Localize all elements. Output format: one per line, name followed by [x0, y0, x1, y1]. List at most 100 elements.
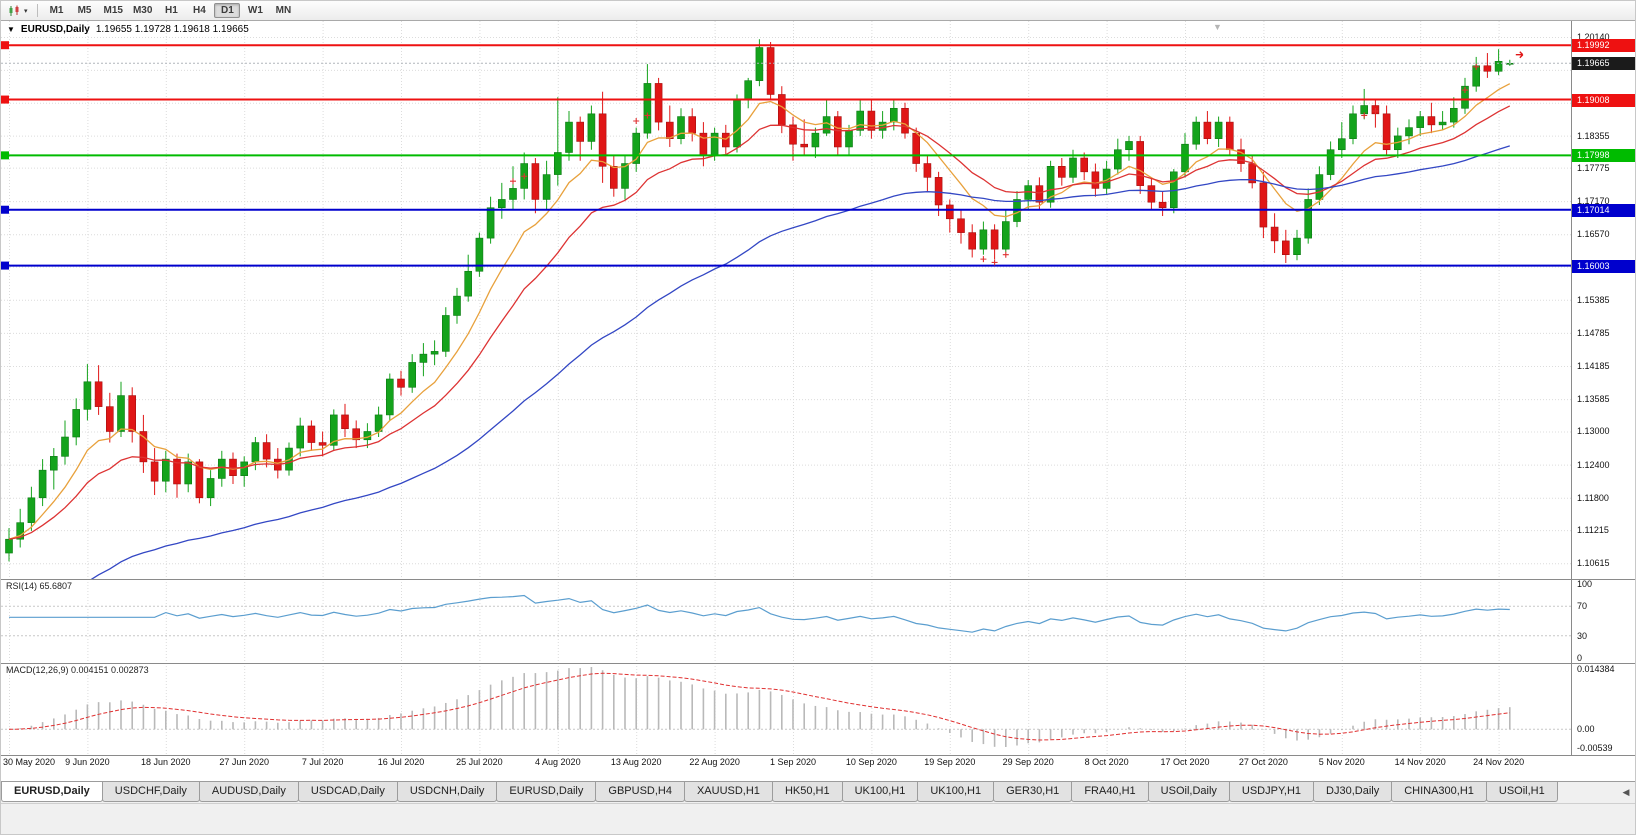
date-tick-label: 17 Oct 2020	[1160, 757, 1210, 767]
date-tick-label: 18 Jun 2020	[141, 757, 191, 767]
chart-tab-uk100-h1[interactable]: UK100,H1	[917, 782, 995, 802]
price-axis-main[interactable]: 1.201401.183551.177751.171701.165701.159…	[1572, 21, 1635, 579]
date-tick-label: 22 Aug 2020	[689, 757, 740, 767]
price-tick-label: 1.10615	[1577, 558, 1610, 569]
timeframe-button-m15[interactable]: M15	[103, 5, 123, 16]
macd-signal-line	[8, 672, 1510, 741]
timeframe-button-m30[interactable]: M30	[132, 5, 153, 16]
chart-tab-usdjpy-h1[interactable]: USDJPY,H1	[1228, 782, 1315, 802]
date-tick-label: 9 Jun 2020	[65, 757, 110, 767]
chart-tab-usoil-daily[interactable]: USOil,Daily	[1147, 782, 1230, 802]
date-tick-label: 25 Jul 2020	[456, 757, 503, 767]
price-tick-label: 1.11800	[1577, 492, 1609, 503]
timeframe-toolbar: ▾ M1 M5 M15 M30 H1 H4 D1 W1 MN	[1, 1, 1635, 21]
date-tick-label: 5 Nov 2020	[1318, 757, 1365, 767]
status-area	[1, 803, 1635, 834]
timeframe-button-h4[interactable]: H4	[193, 5, 206, 16]
date-tick-label: 13 Aug 2020	[610, 757, 662, 767]
chart-tab-china300-h1[interactable]: CHINA300,H1	[1391, 782, 1487, 802]
rsi-tick-label: 100	[1577, 579, 1593, 589]
price-tick-label: 1.17775	[1577, 162, 1610, 173]
price-tick-label: 1.16570	[1577, 229, 1610, 240]
date-tick-label: 1 Sep 2020	[769, 757, 817, 767]
chart-tab-usdcad-daily[interactable]: USDCAD,Daily	[297, 782, 398, 802]
macd-chart[interactable]	[1, 663, 1571, 755]
timeframe-button-w1[interactable]: W1	[247, 5, 263, 16]
chart-shift-marker-icon[interactable]: ▼	[1213, 22, 1222, 32]
horizontal-lines-layer[interactable]	[1, 41, 1571, 270]
line-anchor-badge[interactable]	[1, 41, 9, 50]
chart-ohlc-values: 1.19655 1.19728 1.19618 1.19665	[95, 24, 249, 35]
line-anchor-badge[interactable]	[1, 205, 9, 214]
timeframe-button-m5[interactable]: M5	[77, 5, 92, 16]
rsi-line	[9, 594, 1510, 633]
chart-tab-eurusd-daily[interactable]: EURUSD,Daily	[496, 782, 597, 802]
price-chart-panel[interactable]: ▼ EURUSD,Daily 1.19655 1.19728 1.19618 1…	[1, 21, 1571, 579]
timeframe-button-mn[interactable]: MN	[275, 5, 292, 16]
panel-separator[interactable]	[1, 663, 1635, 664]
chart-tab-eurusd-daily[interactable]: EURUSD,Daily	[1, 782, 103, 802]
macd-tick-label: 0.00	[1577, 724, 1595, 735]
chart-tab-fra40-h1[interactable]: FRA40,H1	[1071, 782, 1149, 802]
price-axis[interactable]: 1.201401.183551.177751.171701.165701.159…	[1571, 21, 1635, 755]
chart-tab-bar: EURUSD,Daily USDCHF,Daily AUDUSD,Daily USDC…	[1, 781, 1635, 803]
rsi-tick-label: 70	[1577, 601, 1588, 612]
chart-collapse-icon[interactable]: ▼	[7, 25, 15, 34]
chart-tab-gbpusd-h4[interactable]: GBPUSD,H4	[595, 782, 685, 802]
chart-tab-usoil-h1[interactable]: USOil,H1	[1485, 782, 1558, 802]
line-anchor-badge[interactable]	[1, 261, 9, 270]
price-level-badge: 1.17998	[1572, 149, 1635, 163]
chart-tab-ger30-h1[interactable]: GER30,H1	[993, 782, 1073, 802]
date-tick-label: 19 Sep 2020	[924, 757, 976, 767]
macd-indicator-panel[interactable]: MACD(12,26,9) 0.004151 0.002873	[1, 663, 1571, 755]
cross-markers-layer	[510, 63, 1480, 266]
chart-tab-usdchf-daily[interactable]: USDCHF,Daily	[101, 782, 200, 802]
macd-histogram	[19, 667, 1511, 747]
date-tick-label: 14 Nov 2020	[1394, 757, 1446, 767]
arrow-marker[interactable]	[1515, 51, 1524, 59]
price-tick-label: 1.20140	[1577, 32, 1610, 43]
macd-tick-label: 0.014384	[1577, 664, 1615, 674]
rsi-tick-label: 0	[1577, 653, 1583, 663]
macd-tick-label: -0.00539	[1577, 743, 1613, 753]
price-tick-label: 1.11215	[1577, 525, 1609, 536]
timeframe-button-h1[interactable]: H1	[165, 5, 178, 16]
timeframe-button-m1[interactable]: M1	[49, 5, 64, 16]
rsi-chart[interactable]	[1, 579, 1571, 663]
dropdown-caret-icon: ▾	[24, 7, 28, 15]
timeframe-button-d1[interactable]: D1	[214, 3, 241, 18]
chart-tab-audusd-daily[interactable]: AUDUSD,Daily	[198, 782, 299, 802]
chart-tab-dj30-daily[interactable]: DJ30,Daily	[1313, 782, 1393, 802]
date-tick-label: 24 Nov 2020	[1473, 757, 1525, 767]
date-tick-label: 16 Jul 2020	[377, 757, 425, 767]
candlestick-chart[interactable]	[1, 21, 1571, 579]
date-tick-label: 4 Aug 2020	[535, 757, 581, 767]
current-price-badge: 1.19665	[1572, 57, 1635, 71]
date-tick-label: 27 Oct 2020	[1238, 757, 1288, 767]
chart-type-dropdown[interactable]: ▾	[5, 3, 31, 19]
date-tick-label: 30 May 2020	[3, 757, 56, 767]
chart-tab-usdcnh-daily[interactable]: USDCNH,Daily	[396, 782, 498, 802]
price-axis-macd[interactable]: 0.014384 0.00 -0.00539	[1572, 663, 1635, 755]
rsi-indicator-panel[interactable]: RSI(14) 65.6807	[1, 579, 1571, 663]
chart-tab-xauusd-h1[interactable]: XAUUSD,H1	[683, 782, 773, 802]
time-axis[interactable]: 30 May 2020 9 Jun 2020 18 Jun 2020 27 Jun 2…	[1, 755, 1571, 771]
line-anchor-badge[interactable]	[1, 151, 9, 160]
price-tick-label: 1.14785	[1577, 327, 1610, 338]
panel-separator[interactable]	[1, 579, 1635, 580]
chart-symbol-period: EURUSD,Daily	[20, 24, 90, 35]
price-level-badge: 1.19992	[1572, 39, 1635, 53]
chart-tab-uk100-h1[interactable]: UK100,H1	[841, 782, 919, 802]
price-tick-label: 1.18355	[1577, 130, 1610, 141]
chart-tab-hk50-h1[interactable]: HK50,H1	[771, 782, 843, 802]
tab-scroll-left-button[interactable]: ◀	[1617, 782, 1635, 802]
date-tick-label: 10 Sep 2020	[845, 757, 897, 767]
timeframe-buttons: M1 M5 M15 M30 H1 H4 D1 W1 MN	[44, 3, 297, 18]
moving-average-layer	[8, 83, 1511, 579]
price-level-badge: 1.17014	[1572, 203, 1635, 217]
price-axis-rsi[interactable]: 100 70 30 0	[1572, 579, 1635, 663]
ma-line-16	[8, 105, 1511, 540]
macd-label: MACD(12,26,9) 0.004151 0.002873	[6, 665, 149, 675]
line-anchor-badge[interactable]	[1, 95, 9, 104]
